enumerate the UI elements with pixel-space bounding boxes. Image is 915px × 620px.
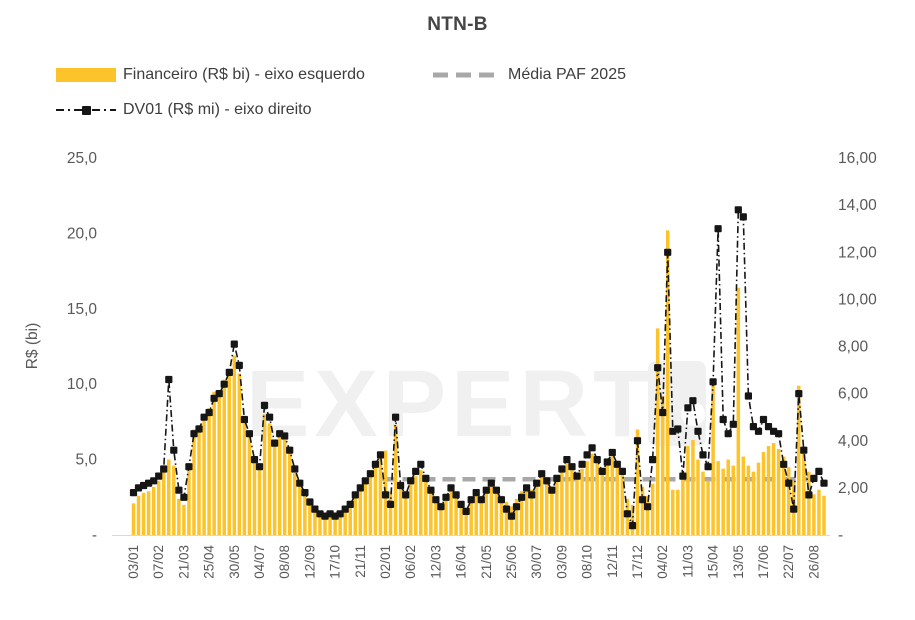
svg-text:08/10: 08/10 [580,545,595,579]
svg-text:10,0: 10,0 [67,376,98,393]
svg-text:-: - [92,527,97,544]
svg-text:16/04: 16/04 [454,545,469,579]
svg-text:4,00: 4,00 [838,433,869,450]
legend-item-dv01: DV01 (R$ mi) - eixo direito [56,101,312,119]
svg-text:30/05: 30/05 [227,545,242,579]
svg-text:10,00: 10,00 [838,291,877,308]
svg-text:17/10: 17/10 [328,545,343,579]
svg-text:25/06: 25/06 [504,545,519,579]
svg-text:02/01: 02/01 [378,545,393,579]
svg-text:12/09: 12/09 [302,545,317,579]
svg-text:-: - [838,527,843,544]
chart-title: NTN-B [427,14,488,35]
svg-text:04/07: 04/07 [252,545,267,579]
svg-text:12/03: 12/03 [428,545,443,579]
svg-text:07/02: 07/02 [151,545,166,579]
svg-text:08/08: 08/08 [277,545,292,579]
svg-text:14,00: 14,00 [838,197,877,214]
svg-text:12,00: 12,00 [838,244,877,261]
svg-text:26/08: 26/08 [806,545,821,579]
svg-text:2,00: 2,00 [838,480,869,497]
dv01-marker-icon [56,106,116,115]
svg-text:13/05: 13/05 [731,545,746,579]
svg-text:21/05: 21/05 [479,545,494,579]
svg-text:12/11: 12/11 [605,545,620,578]
svg-text:25/04: 25/04 [202,545,217,579]
svg-text:03/09: 03/09 [554,545,569,579]
svg-text:17/12: 17/12 [630,545,645,579]
svg-text:25,0: 25,0 [67,150,98,167]
svg-text:21/11: 21/11 [353,545,368,578]
svg-text:11/03: 11/03 [680,545,695,578]
svg-text:03/01: 03/01 [126,545,141,579]
svg-text:04/02: 04/02 [655,545,670,579]
dv01-line [132,207,825,526]
svg-text:R$ (bi): R$ (bi) [24,323,41,370]
svg-text:16,00: 16,00 [838,150,877,167]
dashed-line-icon [433,72,501,78]
legend-label-financeiro: Financeiro (R$ bi) - eixo esquerdo [123,66,365,83]
svg-text:8,00: 8,00 [838,339,869,356]
legend-label-media: Média PAF 2025 [508,66,626,83]
watermark-text: EXPERT [246,351,656,457]
svg-text:15,0: 15,0 [67,301,98,318]
svg-text:22/07: 22/07 [781,545,796,579]
svg-text:15/04: 15/04 [706,545,721,579]
svg-text:06/02: 06/02 [403,545,418,579]
svg-text:17/06: 17/06 [756,545,771,579]
svg-text:20,0: 20,0 [67,225,98,242]
svg-text:6,00: 6,00 [838,386,869,403]
legend-label-dv01: DV01 (R$ mi) - eixo direito [123,101,312,118]
legend-item-media: Média PAF 2025 [433,66,626,84]
svg-text:30/07: 30/07 [529,545,544,579]
svg-text:21/03: 21/03 [176,545,191,579]
bar-swatch-icon [56,68,116,82]
svg-text:5,0: 5,0 [75,452,97,469]
legend-item-financeiro: Financeiro (R$ bi) - eixo esquerdo [56,66,365,84]
